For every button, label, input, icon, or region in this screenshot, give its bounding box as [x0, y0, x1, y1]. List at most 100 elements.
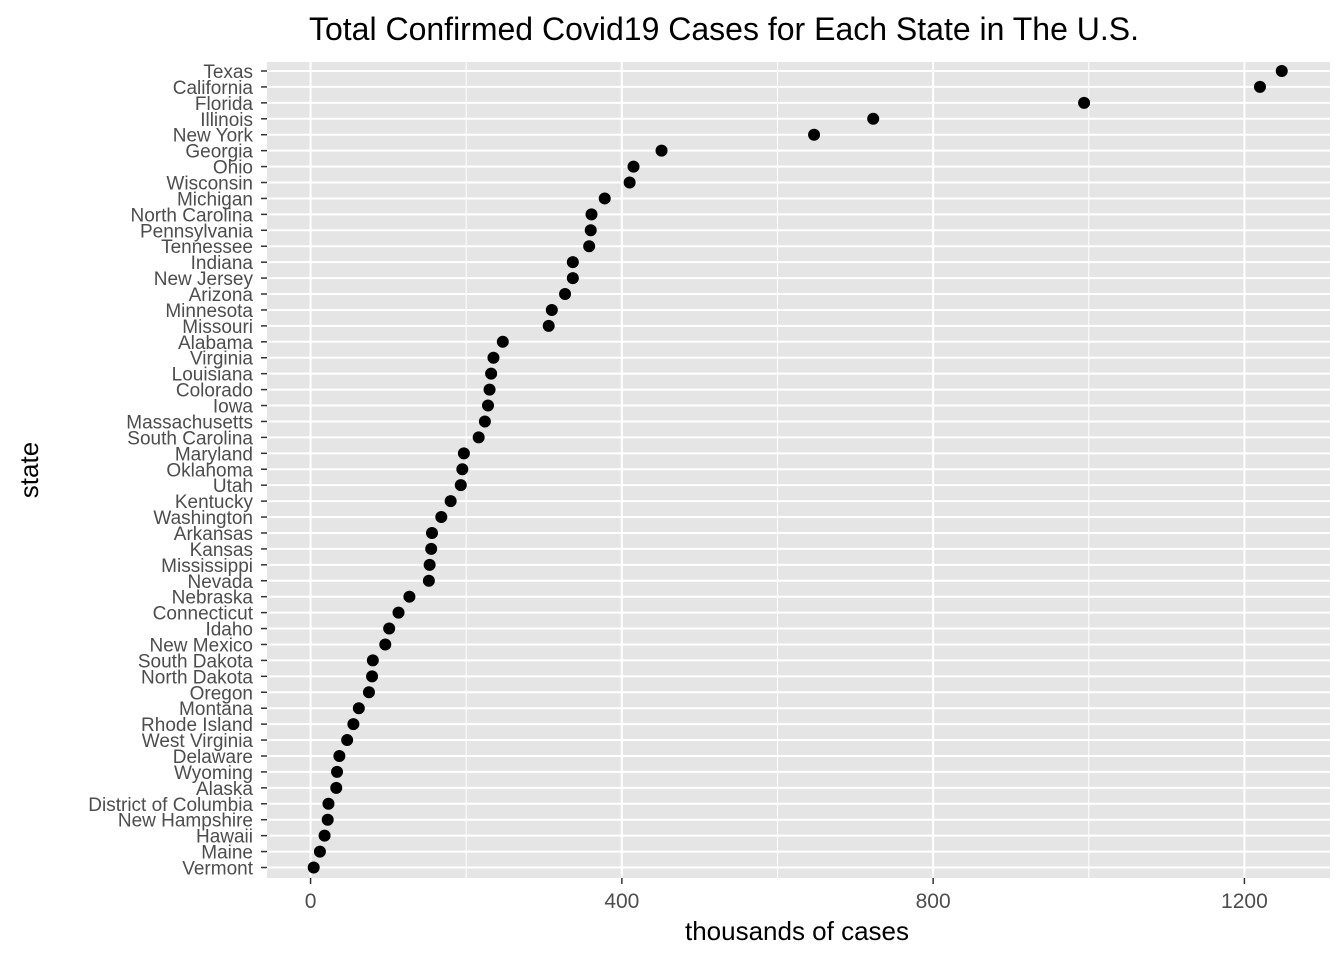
y-tick-label: District of Columbia [88, 795, 253, 816]
data-point [485, 367, 498, 380]
data-point [347, 718, 360, 731]
y-tick-label: New York [173, 126, 254, 147]
x-tick-label: 800 [916, 890, 951, 913]
y-tick-label: Idaho [205, 620, 253, 641]
data-point [366, 654, 379, 667]
data-point [425, 526, 438, 539]
data-point [1253, 80, 1266, 93]
data-point [307, 861, 320, 874]
y-tick-label: California [173, 78, 254, 99]
y-tick-label: Utah [213, 476, 253, 497]
y-tick-label: Pennsylvania [140, 221, 253, 242]
y-tick-label: Wyoming [174, 763, 253, 784]
x-tick-label: 0 [305, 890, 317, 913]
data-point [566, 256, 579, 269]
data-point [566, 272, 579, 285]
y-tick-label: Delaware [173, 747, 253, 768]
y-tick-label: Oregon [190, 683, 253, 704]
data-point [444, 495, 457, 508]
data-point [352, 702, 365, 715]
data-point [482, 399, 495, 412]
data-point [454, 479, 467, 492]
y-tick-label: Alabama [178, 333, 253, 354]
data-points [307, 65, 1288, 874]
data-point [1275, 65, 1288, 77]
y-tick-label: Iowa [213, 397, 254, 418]
y-tick-label: Arkansas [174, 524, 253, 545]
y-tick-label: Massachusetts [126, 412, 253, 433]
y-tick-label: Tennessee [161, 237, 253, 258]
y-tick-label: Louisiana [172, 365, 254, 386]
data-point [542, 319, 555, 332]
data-point [423, 558, 436, 571]
data-point [584, 224, 597, 237]
y-tick-label: Hawaii [196, 827, 253, 848]
y-tick-label: Indiana [191, 253, 254, 274]
data-point [333, 749, 346, 762]
data-point [623, 176, 636, 189]
y-tick-label: Washington [153, 508, 253, 529]
data-point [435, 511, 448, 524]
data-point [362, 686, 375, 699]
data-point [655, 144, 668, 157]
y-tick-label: North Carolina [131, 205, 254, 226]
x-tick-label: 400 [604, 890, 639, 913]
data-point [478, 415, 491, 428]
data-point [472, 431, 485, 444]
data-point [383, 622, 396, 635]
x-axis-ticks: 0 400 800 1200 [305, 878, 1268, 913]
y-tick-label: Nevada [188, 572, 254, 593]
y-tick-label: West Virginia [142, 731, 254, 752]
y-tick-label: North Dakota [141, 667, 253, 688]
y-tick-label: Vermont [182, 859, 253, 880]
y-tick-label: Connecticut [153, 604, 254, 625]
y-tick-label: Colorado [176, 381, 253, 402]
y-tick-label: Texas [203, 62, 253, 83]
y-tick-label: Maine [201, 843, 253, 864]
y-tick-label: Kansas [190, 540, 253, 561]
y-tick-label: Montana [179, 699, 253, 720]
data-point [379, 638, 392, 651]
y-tick-label: Rhode Island [141, 715, 253, 736]
y-tick-label: Virginia [190, 349, 253, 370]
data-point [456, 463, 469, 476]
y-tick-label: South Carolina [127, 428, 253, 449]
y-tick-label: Alaska [196, 779, 253, 800]
data-point [867, 112, 880, 125]
y-tick-label: Mississippi [161, 556, 253, 577]
y-tick-label: Ohio [213, 158, 253, 179]
y-tick-label: Arizona [189, 285, 254, 306]
grid-lines [267, 62, 1330, 878]
y-tick-label: Illinois [200, 110, 253, 131]
chart-title: Total Confirmed Covid19 Cases for Each S… [309, 11, 1139, 47]
data-point [313, 845, 326, 858]
data-point [496, 335, 509, 348]
y-tick-label: New Jersey [154, 269, 254, 290]
y-tick-label: Wisconsin [166, 174, 253, 195]
data-point [808, 128, 821, 141]
data-point [422, 574, 435, 587]
data-point [457, 447, 470, 460]
y-tick-label: Oklahoma [166, 460, 253, 481]
data-point [627, 160, 640, 173]
y-tick-label: Nebraska [172, 588, 254, 609]
y-tick-label: Florida [195, 94, 254, 115]
y-tick-label: South Dakota [138, 651, 254, 672]
y-tick-label: New Hampshire [118, 811, 253, 832]
data-point [318, 829, 331, 842]
x-tick-label: 1200 [1221, 890, 1268, 913]
data-point [483, 383, 496, 396]
y-tick-label: Minnesota [165, 301, 253, 322]
y-tick-label: New Mexico [150, 635, 253, 656]
data-point [583, 240, 596, 253]
data-point [322, 797, 335, 810]
y-tick-label: Michigan [177, 189, 253, 210]
data-point [331, 765, 344, 778]
data-point [545, 303, 558, 316]
data-point [425, 542, 438, 555]
data-point [1078, 96, 1091, 109]
data-point [330, 781, 343, 794]
data-point [585, 208, 598, 221]
